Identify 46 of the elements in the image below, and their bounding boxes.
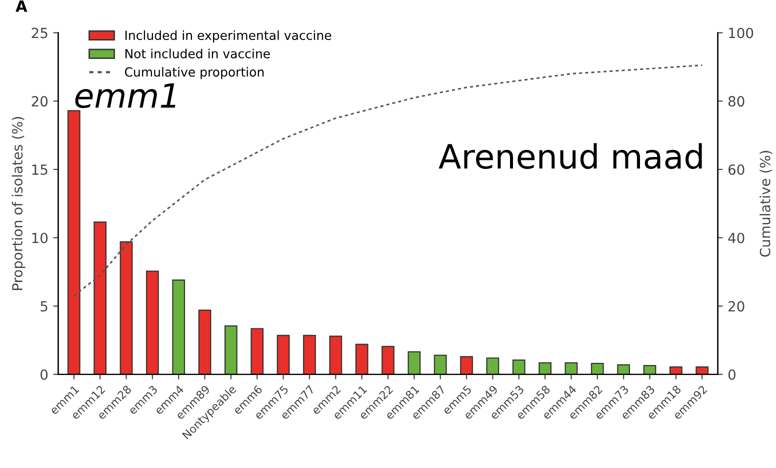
bar bbox=[146, 270, 159, 374]
bar bbox=[408, 351, 421, 374]
bar bbox=[669, 366, 682, 374]
y-axis-title: Proportion of isolates (%) bbox=[12, 117, 26, 290]
bar bbox=[434, 354, 447, 374]
bar bbox=[643, 364, 656, 374]
bar bbox=[120, 241, 133, 374]
y-tick-label: 5 bbox=[40, 301, 48, 312]
y-tick-label: 25 bbox=[32, 28, 48, 38]
y-tick-label: 15 bbox=[32, 164, 48, 175]
legend-label: Cumulative proportion bbox=[124, 67, 264, 80]
y2-tick-label: 80 bbox=[728, 96, 744, 107]
bar bbox=[486, 357, 500, 374]
bar bbox=[538, 362, 552, 374]
y2-tick-label: 40 bbox=[728, 232, 744, 244]
annotation: Arenenud maad bbox=[438, 143, 702, 169]
text: A bbox=[16, 0, 28, 12]
legend-label: Included in experimental vaccine bbox=[125, 30, 332, 42]
bar bbox=[276, 334, 290, 374]
bar bbox=[198, 310, 212, 374]
bar bbox=[355, 344, 368, 374]
bar bbox=[94, 221, 107, 374]
y-tick-label: 20 bbox=[32, 96, 48, 107]
y2-tick-label: 20 bbox=[728, 301, 744, 312]
bar bbox=[67, 110, 80, 374]
y2-axis-title: Cumulative (%) bbox=[760, 150, 772, 257]
y2-tick-label: 100 bbox=[729, 28, 754, 38]
legend-label: Not included in vaccine bbox=[125, 48, 270, 58]
bar bbox=[512, 359, 526, 374]
annotation: emm1 bbox=[75, 83, 176, 108]
bar bbox=[564, 362, 578, 374]
bar bbox=[250, 328, 264, 374]
y-tick-label: 0 bbox=[40, 369, 48, 380]
bar bbox=[172, 280, 186, 374]
bar bbox=[590, 362, 604, 374]
y-tick-label: 10 bbox=[32, 232, 48, 244]
bar bbox=[329, 336, 342, 374]
y2-tick-label: 0 bbox=[728, 369, 736, 380]
line-series bbox=[73, 64, 703, 297]
bar bbox=[696, 366, 709, 374]
y2-tick-label: 60 bbox=[728, 164, 744, 175]
bar bbox=[224, 325, 238, 374]
bar bbox=[460, 356, 473, 374]
bar bbox=[617, 364, 630, 374]
bar bbox=[303, 334, 316, 374]
bar bbox=[382, 346, 394, 374]
